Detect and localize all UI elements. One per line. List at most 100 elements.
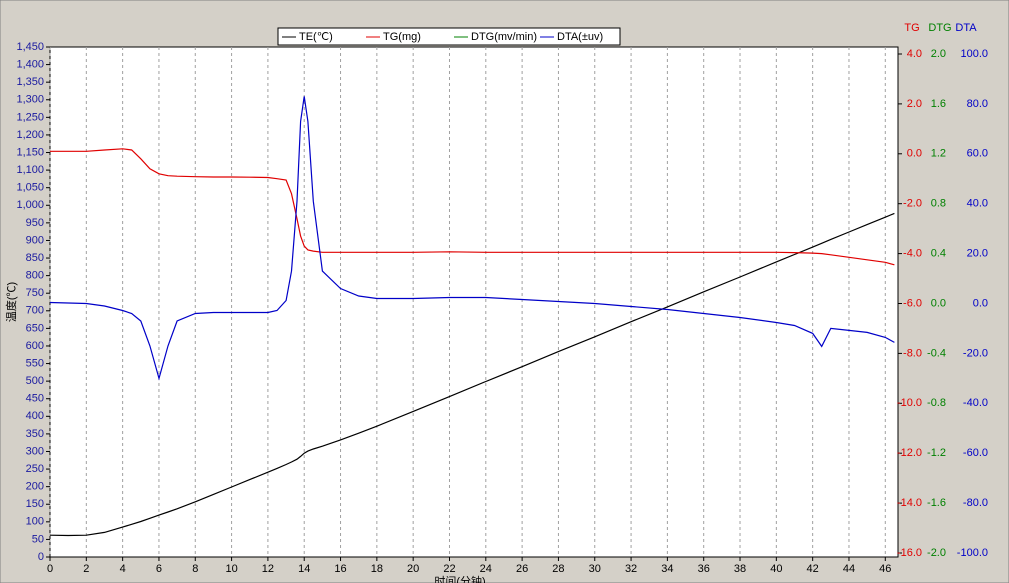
- right-tick-label: -0.8: [927, 397, 946, 409]
- x-tick-label: 44: [843, 563, 855, 575]
- axis-title: DTG: [928, 22, 951, 34]
- y-tick-label: 400: [26, 410, 44, 422]
- axis-title: DTA: [955, 22, 977, 34]
- right-tick-label: -60.0: [963, 447, 988, 459]
- y-tick-label: 450: [26, 393, 44, 405]
- y-tick-label: 600: [26, 340, 44, 352]
- y-tick-label: 1,050: [16, 182, 44, 194]
- x-tick-label: 34: [661, 563, 673, 575]
- y-tick-label: 1,100: [16, 164, 44, 176]
- y-tick-label: 700: [26, 305, 44, 317]
- right-tick-label: 60.0: [967, 148, 988, 160]
- x-tick-label: 30: [589, 563, 601, 575]
- y-tick-label: 500: [26, 375, 44, 387]
- x-tick-label: 22: [443, 563, 455, 575]
- legend-label: TG(mg): [383, 31, 421, 43]
- y-tick-label: 850: [26, 252, 44, 264]
- right-tick-label: -8.0: [903, 347, 922, 359]
- x-tick-label: 10: [225, 563, 237, 575]
- x-tick-label: 28: [552, 563, 564, 575]
- right-tick-label: -16.0: [897, 547, 922, 559]
- right-tick-label: -4.0: [903, 248, 922, 260]
- right-tick-label: -12.0: [897, 447, 922, 459]
- x-tick-label: 4: [120, 563, 126, 575]
- y-tick-label: 300: [26, 445, 44, 457]
- right-tick-label: -2.0: [903, 198, 922, 210]
- y-tick-label: 750: [26, 287, 44, 299]
- x-axis-label: 时间(分钟): [434, 574, 485, 583]
- x-tick-label: 36: [698, 563, 710, 575]
- y-tick-label: 550: [26, 357, 44, 369]
- y-tick-label: 800: [26, 270, 44, 282]
- x-tick-label: 24: [480, 563, 492, 575]
- x-tick-label: 0: [47, 563, 53, 575]
- right-tick-label: 2.0: [907, 98, 922, 110]
- plot-area: [49, 46, 899, 558]
- right-tick-label: -14.0: [897, 497, 922, 509]
- y-tick-label: 650: [26, 322, 44, 334]
- right-tick-label: -2.0: [927, 547, 946, 559]
- right-tick-label: 0.0: [973, 297, 988, 309]
- legend: [277, 27, 621, 46]
- y-tick-label: 1,400: [16, 58, 44, 70]
- y-tick-label: 950: [26, 217, 44, 229]
- right-tick-label: -0.4: [927, 347, 946, 359]
- right-tick-label: -20.0: [963, 347, 988, 359]
- x-tick-label: 2: [83, 563, 89, 575]
- y-tick-label: 1,350: [16, 76, 44, 88]
- right-tick-label: 20.0: [967, 248, 988, 260]
- x-tick-label: 14: [298, 563, 310, 575]
- x-tick-label: 12: [262, 563, 274, 575]
- y-tick-label: 1,250: [16, 111, 44, 123]
- y-tick-label: 1,450: [16, 41, 44, 53]
- y-tick-label: 200: [26, 481, 44, 493]
- right-tick-label: 0.0: [931, 297, 946, 309]
- right-tick-label: 0.4: [931, 248, 946, 260]
- y-tick-label: 0: [38, 551, 44, 563]
- y-tick-label: 150: [26, 498, 44, 510]
- right-tick-label: 4.0: [907, 48, 922, 60]
- legend-label: DTA(±uv): [557, 31, 603, 43]
- right-tick-label: 2.0: [931, 48, 946, 60]
- x-tick-label: 26: [516, 563, 528, 575]
- right-tick-label: -1.2: [927, 447, 946, 459]
- right-tick-label: 100.0: [960, 48, 988, 60]
- right-tick-label: -1.6: [927, 497, 946, 509]
- x-tick-label: 42: [807, 563, 819, 575]
- y-axis-label: 温度(℃): [4, 282, 18, 322]
- x-tick-label: 40: [770, 563, 782, 575]
- right-tick-label: 80.0: [967, 98, 988, 110]
- right-tick-label: 40.0: [967, 198, 988, 210]
- y-tick-label: 900: [26, 234, 44, 246]
- y-tick-label: 1,300: [16, 94, 44, 106]
- y-tick-label: 100: [26, 516, 44, 528]
- x-tick-label: 32: [625, 563, 637, 575]
- right-tick-label: 0.8: [931, 198, 946, 210]
- y-tick-label: 50: [32, 533, 44, 545]
- x-tick-label: 8: [192, 563, 198, 575]
- y-tick-label: 350: [26, 428, 44, 440]
- legend-label: TE(℃): [299, 31, 333, 43]
- y-tick-label: 1,200: [16, 129, 44, 141]
- x-tick-label: 18: [371, 563, 383, 575]
- right-tick-label: 1.2: [931, 148, 946, 160]
- y-tick-label: 1,150: [16, 146, 44, 158]
- right-tick-label: 1.6: [931, 98, 946, 110]
- right-tick-label: -40.0: [963, 397, 988, 409]
- legend-label: DTG(mv/min): [471, 31, 537, 43]
- y-tick-label: 250: [26, 463, 44, 475]
- axis-title: TG: [904, 22, 919, 34]
- right-tick-label: -100.0: [957, 547, 988, 559]
- series-line: [49, 96, 895, 381]
- x-tick-label: 38: [734, 563, 746, 575]
- series-line: [49, 212, 895, 537]
- right-tick-label: -10.0: [897, 397, 922, 409]
- x-tick-label: 46: [879, 563, 891, 575]
- right-tick-label: -80.0: [963, 497, 988, 509]
- y-tick-label: 1,000: [16, 199, 44, 211]
- right-tick-label: 0.0: [907, 148, 922, 160]
- series-line: [50, 148, 895, 266]
- x-tick-label: 20: [407, 563, 419, 575]
- x-tick-label: 16: [334, 563, 346, 575]
